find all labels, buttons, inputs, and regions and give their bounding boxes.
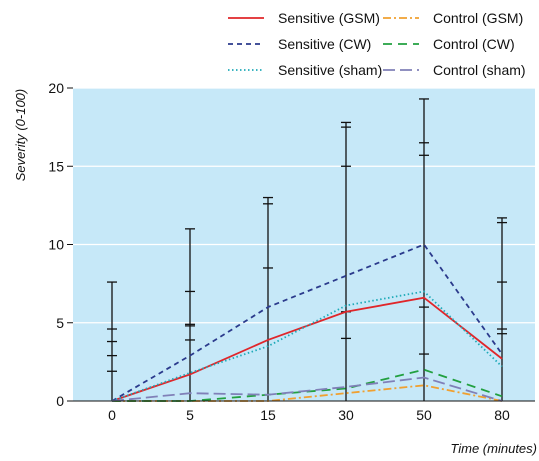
x-tick-label: 15 [260, 407, 276, 423]
x-tick-label: 0 [108, 407, 116, 423]
legend-label: Sensitive (GSM) [278, 10, 380, 26]
x-tick-label: 80 [494, 407, 510, 423]
x-tick-label: 50 [416, 407, 432, 423]
x-axis-label: Time (minutes) [450, 441, 537, 456]
error-bars [107, 98, 507, 401]
legend-label: Control (CW) [433, 36, 515, 52]
series-line [111, 290, 503, 402]
y-tick-label: 15 [48, 158, 64, 174]
y-tick-label: 10 [48, 237, 64, 253]
x-tick-label: 30 [338, 407, 354, 423]
axes: 0 5 10 15 20 0 5 15 30 50 80 [48, 80, 535, 423]
y-axis-label: Severity (0-100) [13, 89, 28, 181]
y-tick-label: 20 [48, 80, 64, 96]
legend-label: Control (GSM) [433, 10, 523, 26]
series-line [111, 243, 503, 402]
gridlines [73, 87, 535, 324]
legend: Sensitive (GSM) Sensitive (CW) Sensitive (… [228, 10, 526, 78]
x-tick-label: 5 [186, 407, 194, 423]
series-line [111, 376, 503, 402]
y-tick-label: 0 [56, 393, 64, 409]
legend-label: Control (sham) [433, 62, 526, 78]
legend-label: Sensitive (sham) [278, 62, 382, 78]
legend-label: Sensitive (CW) [278, 36, 371, 52]
y-tick-label: 5 [56, 315, 64, 331]
